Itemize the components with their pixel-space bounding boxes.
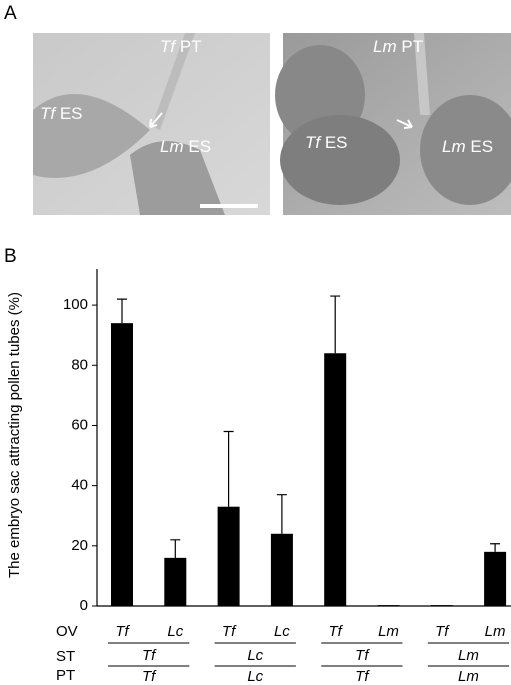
x-tick-label: Tf [329, 623, 344, 640]
pt-label: Lc [247, 668, 263, 685]
part: PT [401, 37, 423, 56]
bar [164, 557, 187, 606]
panel-letter: B [4, 246, 17, 267]
micrograph [275, 33, 511, 215]
x-tick-label: Lc [274, 623, 290, 640]
error-bar [276, 494, 287, 534]
y-axis-label: The embryo sac attracting pollen tubes (… [6, 292, 23, 578]
error-bar [490, 543, 501, 552]
image-label: Lm PT [373, 37, 423, 56]
error-bar [170, 539, 181, 558]
x-tick-label: Lc [167, 623, 183, 640]
y-tick-label: 100 [63, 296, 88, 313]
image-label: Tf PT [160, 37, 202, 56]
species: Tf [305, 133, 322, 152]
bar [217, 506, 240, 606]
image-label: Lm ES [442, 137, 493, 156]
y-tick-label: 0 [80, 597, 88, 614]
species: Lm [160, 137, 184, 156]
y-tick-label: 60 [71, 416, 88, 433]
pt-label: Tf [355, 668, 370, 685]
part: ES [188, 137, 211, 156]
part: PT [180, 37, 202, 56]
panel-letter: A [4, 3, 17, 24]
image-label: Tf ES [305, 133, 348, 152]
st-label: Tf [142, 647, 157, 664]
error-bar [223, 430, 234, 507]
part: ES [60, 104, 83, 123]
image-label: Tf ES [40, 104, 83, 123]
bar [270, 533, 293, 606]
species: Lm [442, 137, 466, 156]
st-label: Lc [247, 647, 263, 664]
pt-label: Tf [142, 668, 157, 685]
bar [430, 605, 453, 607]
bar [111, 323, 133, 606]
x-tick-label: Tf [435, 623, 450, 640]
row-label: ST [56, 648, 75, 665]
bar [484, 551, 507, 606]
x-tick-label: Tf [115, 623, 130, 640]
image-label: Lm ES [160, 137, 211, 156]
row-label: PT [56, 667, 75, 684]
species: Tf [160, 37, 177, 56]
error-bar [117, 298, 127, 324]
x-tick-label: Lm [378, 623, 399, 640]
part: ES [470, 137, 493, 156]
part: ES [325, 133, 348, 152]
micrograph [33, 33, 270, 215]
st-label: Tf [355, 647, 370, 664]
pt-label: Lm [458, 668, 479, 685]
error-bar [330, 295, 341, 354]
row-label: OV [56, 623, 78, 640]
species: Lm [373, 37, 397, 56]
y-tick-label: 20 [71, 537, 88, 554]
bar [324, 353, 347, 606]
y-tick-label: 40 [71, 477, 88, 494]
st-label: Lm [458, 647, 479, 664]
y-tick-label: 80 [71, 356, 88, 373]
x-tick-label: Lm [485, 623, 506, 640]
bar [377, 605, 400, 607]
species: Tf [40, 104, 57, 123]
x-tick-label: Tf [222, 623, 237, 640]
